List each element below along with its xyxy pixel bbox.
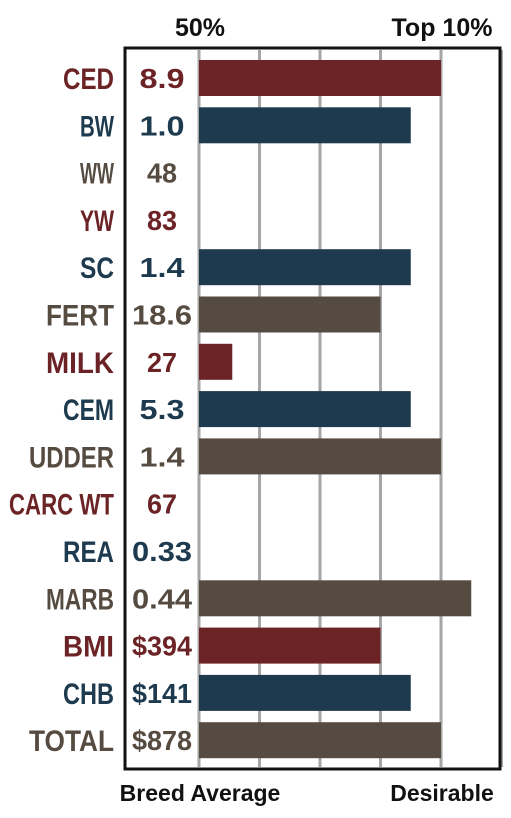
value-label: 83	[147, 205, 177, 236]
value-label: 8.9	[140, 63, 185, 94]
header-50-percent: 50%	[175, 14, 225, 42]
bar-marb	[199, 580, 472, 617]
value-label: 48	[147, 158, 177, 189]
footer-desirable: Desirable	[390, 780, 494, 806]
bar-chb	[199, 674, 411, 711]
value-label: 0.44	[132, 583, 192, 614]
bar-ced	[199, 60, 441, 96]
trait-label: WW	[80, 158, 114, 191]
value-label: 1.0	[140, 110, 185, 141]
trait-label: REA	[63, 536, 114, 569]
trait-label: CARC WT	[9, 489, 114, 522]
value-label: 1.4	[140, 441, 185, 472]
bar-milk	[199, 343, 233, 380]
bar-total	[199, 722, 441, 759]
bar-udder	[199, 438, 441, 475]
trait-label: TOTAL	[29, 725, 114, 758]
value-label: 0.33	[132, 536, 192, 567]
footer-breed-average: Breed Average	[120, 780, 281, 806]
bar-bw	[199, 107, 411, 144]
value-label: 18.6	[132, 300, 192, 331]
bars	[199, 60, 472, 759]
bar-sc	[199, 249, 411, 286]
value-label: 27	[147, 347, 177, 378]
row-labels: CED 8.9 BW 1.0 WW 48 YW 83 SC 1.4 FERT 18.6 MILK 27 CE…	[9, 63, 192, 758]
bar-cem	[199, 391, 411, 428]
bar-fert	[199, 296, 381, 333]
trait-label: FERT	[46, 300, 114, 333]
trait-label: CED	[63, 63, 114, 96]
value-label: $878	[132, 725, 192, 756]
trait-label: YW	[80, 205, 114, 238]
value-label: $141	[132, 678, 192, 709]
bar-bmi	[199, 627, 381, 664]
value-label: $394	[132, 631, 192, 662]
trait-label: CEM	[63, 394, 114, 427]
trait-label: MARB	[46, 583, 114, 616]
trait-label: MILK	[46, 347, 114, 380]
trait-label: SC	[80, 252, 114, 285]
chart-frame	[123, 46, 502, 771]
trait-label: BMI	[63, 631, 114, 664]
trait-label: CHB	[63, 678, 114, 711]
value-label: 1.4	[140, 252, 185, 283]
trait-label: UDDER	[29, 441, 114, 474]
trait-label: BW	[80, 110, 114, 143]
value-label: 5.3	[140, 394, 185, 425]
header-top-10-percent: Top 10%	[392, 14, 493, 42]
value-label: 67	[147, 489, 177, 520]
